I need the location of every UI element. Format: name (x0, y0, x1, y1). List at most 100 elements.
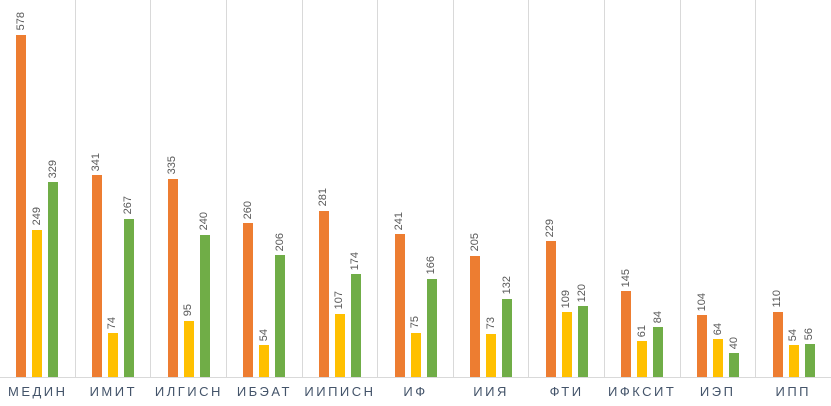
bar-series-2-yellow (713, 339, 724, 377)
bar-series-3-green (502, 298, 513, 377)
value-label: 40 (727, 337, 740, 350)
category-group: 110 54 56 (756, 0, 831, 377)
bar-column: 281 (317, 188, 330, 377)
bar-column: 64 (712, 323, 724, 377)
bar-series-3-green (577, 305, 588, 377)
value-label: 74 (106, 316, 119, 330)
bar-series-1-orange (394, 234, 405, 377)
bar-column: 56 (803, 327, 816, 377)
bar-series-1-orange (697, 315, 708, 377)
bar-column: 95 (182, 304, 195, 377)
bar-series-3-green (729, 353, 740, 377)
bar-column: 260 (241, 200, 254, 377)
bar-series-1-orange (318, 210, 329, 377)
value-label: 329 (46, 159, 59, 179)
value-label: 73 (484, 317, 497, 330)
category-label: ИФ (403, 384, 428, 399)
bar-column: 335 (166, 156, 179, 377)
value-label: 54 (787, 328, 800, 341)
value-label: 120 (576, 283, 589, 302)
bar-column: 329 (46, 159, 59, 377)
value-label: 95 (182, 304, 195, 317)
bar-series-2-yellow (788, 345, 799, 377)
bar-series-2-yellow (486, 333, 497, 377)
bar-series-3-green (653, 327, 664, 377)
bar-column: 54 (257, 328, 270, 377)
bar-column: 109 (560, 290, 573, 377)
bar-column: 229 (544, 218, 557, 377)
value-label: 104 (695, 293, 708, 312)
bar-column: 54 (787, 328, 800, 377)
bar-series-3-green (123, 218, 134, 377)
category-label: ИЛГИСН (154, 384, 223, 399)
value-label: 166 (425, 256, 438, 275)
bar-series-3-green (199, 234, 210, 377)
bar-column: 61 (635, 324, 648, 377)
bar-column: 267 (122, 196, 135, 377)
category-axis: МЕДИН ИМИТ ИЛГИСН ИБЭАТ ИИПИСН ИФ ИИЯ ФТИ ИФКСИТ… (0, 378, 831, 405)
value-label: 107 (333, 291, 346, 310)
value-label: 335 (166, 156, 179, 175)
bar-column: 166 (425, 256, 438, 377)
bar-series-1-orange (167, 178, 178, 377)
category-label: МЕДИН (8, 384, 68, 399)
bar-series-1-orange (16, 34, 27, 377)
value-label: 229 (544, 218, 557, 238)
bar-column: 74 (106, 316, 119, 377)
category-label: ИФКСИТ (607, 384, 677, 399)
bar-series-3-green (426, 278, 437, 377)
category-group: 335 95 240 (151, 0, 227, 377)
category-group: 205 73 132 (454, 0, 530, 377)
bar-column: 240 (198, 212, 210, 377)
bar-series-2-yellow (183, 320, 194, 377)
category-label: ИМИТ (89, 384, 138, 399)
bar-series-2-yellow (107, 333, 118, 377)
bar-column: 40 (727, 337, 740, 377)
bar-series-2-yellow (334, 313, 345, 377)
value-label: 110 (771, 290, 784, 308)
category-group: 260 54 206 (227, 0, 303, 377)
value-label: 54 (257, 328, 270, 341)
value-label: 109 (560, 290, 573, 309)
bar-series-3-green (275, 254, 286, 377)
bar-series-1-orange (243, 223, 254, 377)
value-label: 132 (500, 276, 513, 295)
bar-column: 104 (695, 293, 708, 377)
category-group: 241 75 166 (378, 0, 454, 377)
plot-area: 578 249 329 341 74 267 335 95 240 260 54 206 281 107 1… (0, 0, 831, 378)
bar-series-2-yellow (561, 312, 572, 377)
value-label: 206 (273, 232, 286, 251)
category-label: ИИЯ (473, 384, 509, 399)
bar-column: 132 (500, 276, 513, 377)
value-label: 267 (122, 196, 135, 215)
bar-series-2-yellow (32, 229, 43, 377)
bar-column: 241 (393, 211, 406, 377)
value-label: 205 (468, 233, 481, 252)
category-label: ИБЭАТ (236, 384, 292, 399)
category-group: 341 74 267 (76, 0, 152, 377)
bar-column: 107 (333, 291, 346, 377)
value-label: 241 (393, 211, 406, 231)
bar-series-2-yellow (637, 340, 648, 377)
value-label: 281 (317, 188, 330, 207)
bar-series-1-orange (621, 291, 632, 377)
category-label: ИИПИСН (304, 384, 376, 399)
bar-series-3-green (48, 182, 59, 377)
bar-series-3-green (350, 273, 361, 377)
value-label: 260 (241, 200, 254, 219)
bar-series-2-yellow (259, 345, 270, 377)
bar-column: 73 (484, 317, 497, 377)
value-label: 56 (803, 327, 816, 340)
value-label: 249 (30, 207, 43, 226)
category-group: 104 64 40 (681, 0, 757, 377)
value-label: 84 (651, 310, 664, 324)
category-group: 229 109 120 (529, 0, 606, 377)
bar-column: 249 (30, 207, 43, 377)
category-group: 145 61 84 (605, 0, 681, 377)
bar-column: 120 (576, 283, 589, 377)
bar-column: 578 (15, 12, 27, 377)
value-label: 61 (635, 324, 648, 337)
bar-series-2-yellow (410, 332, 421, 377)
bar-column: 110 (771, 290, 784, 377)
